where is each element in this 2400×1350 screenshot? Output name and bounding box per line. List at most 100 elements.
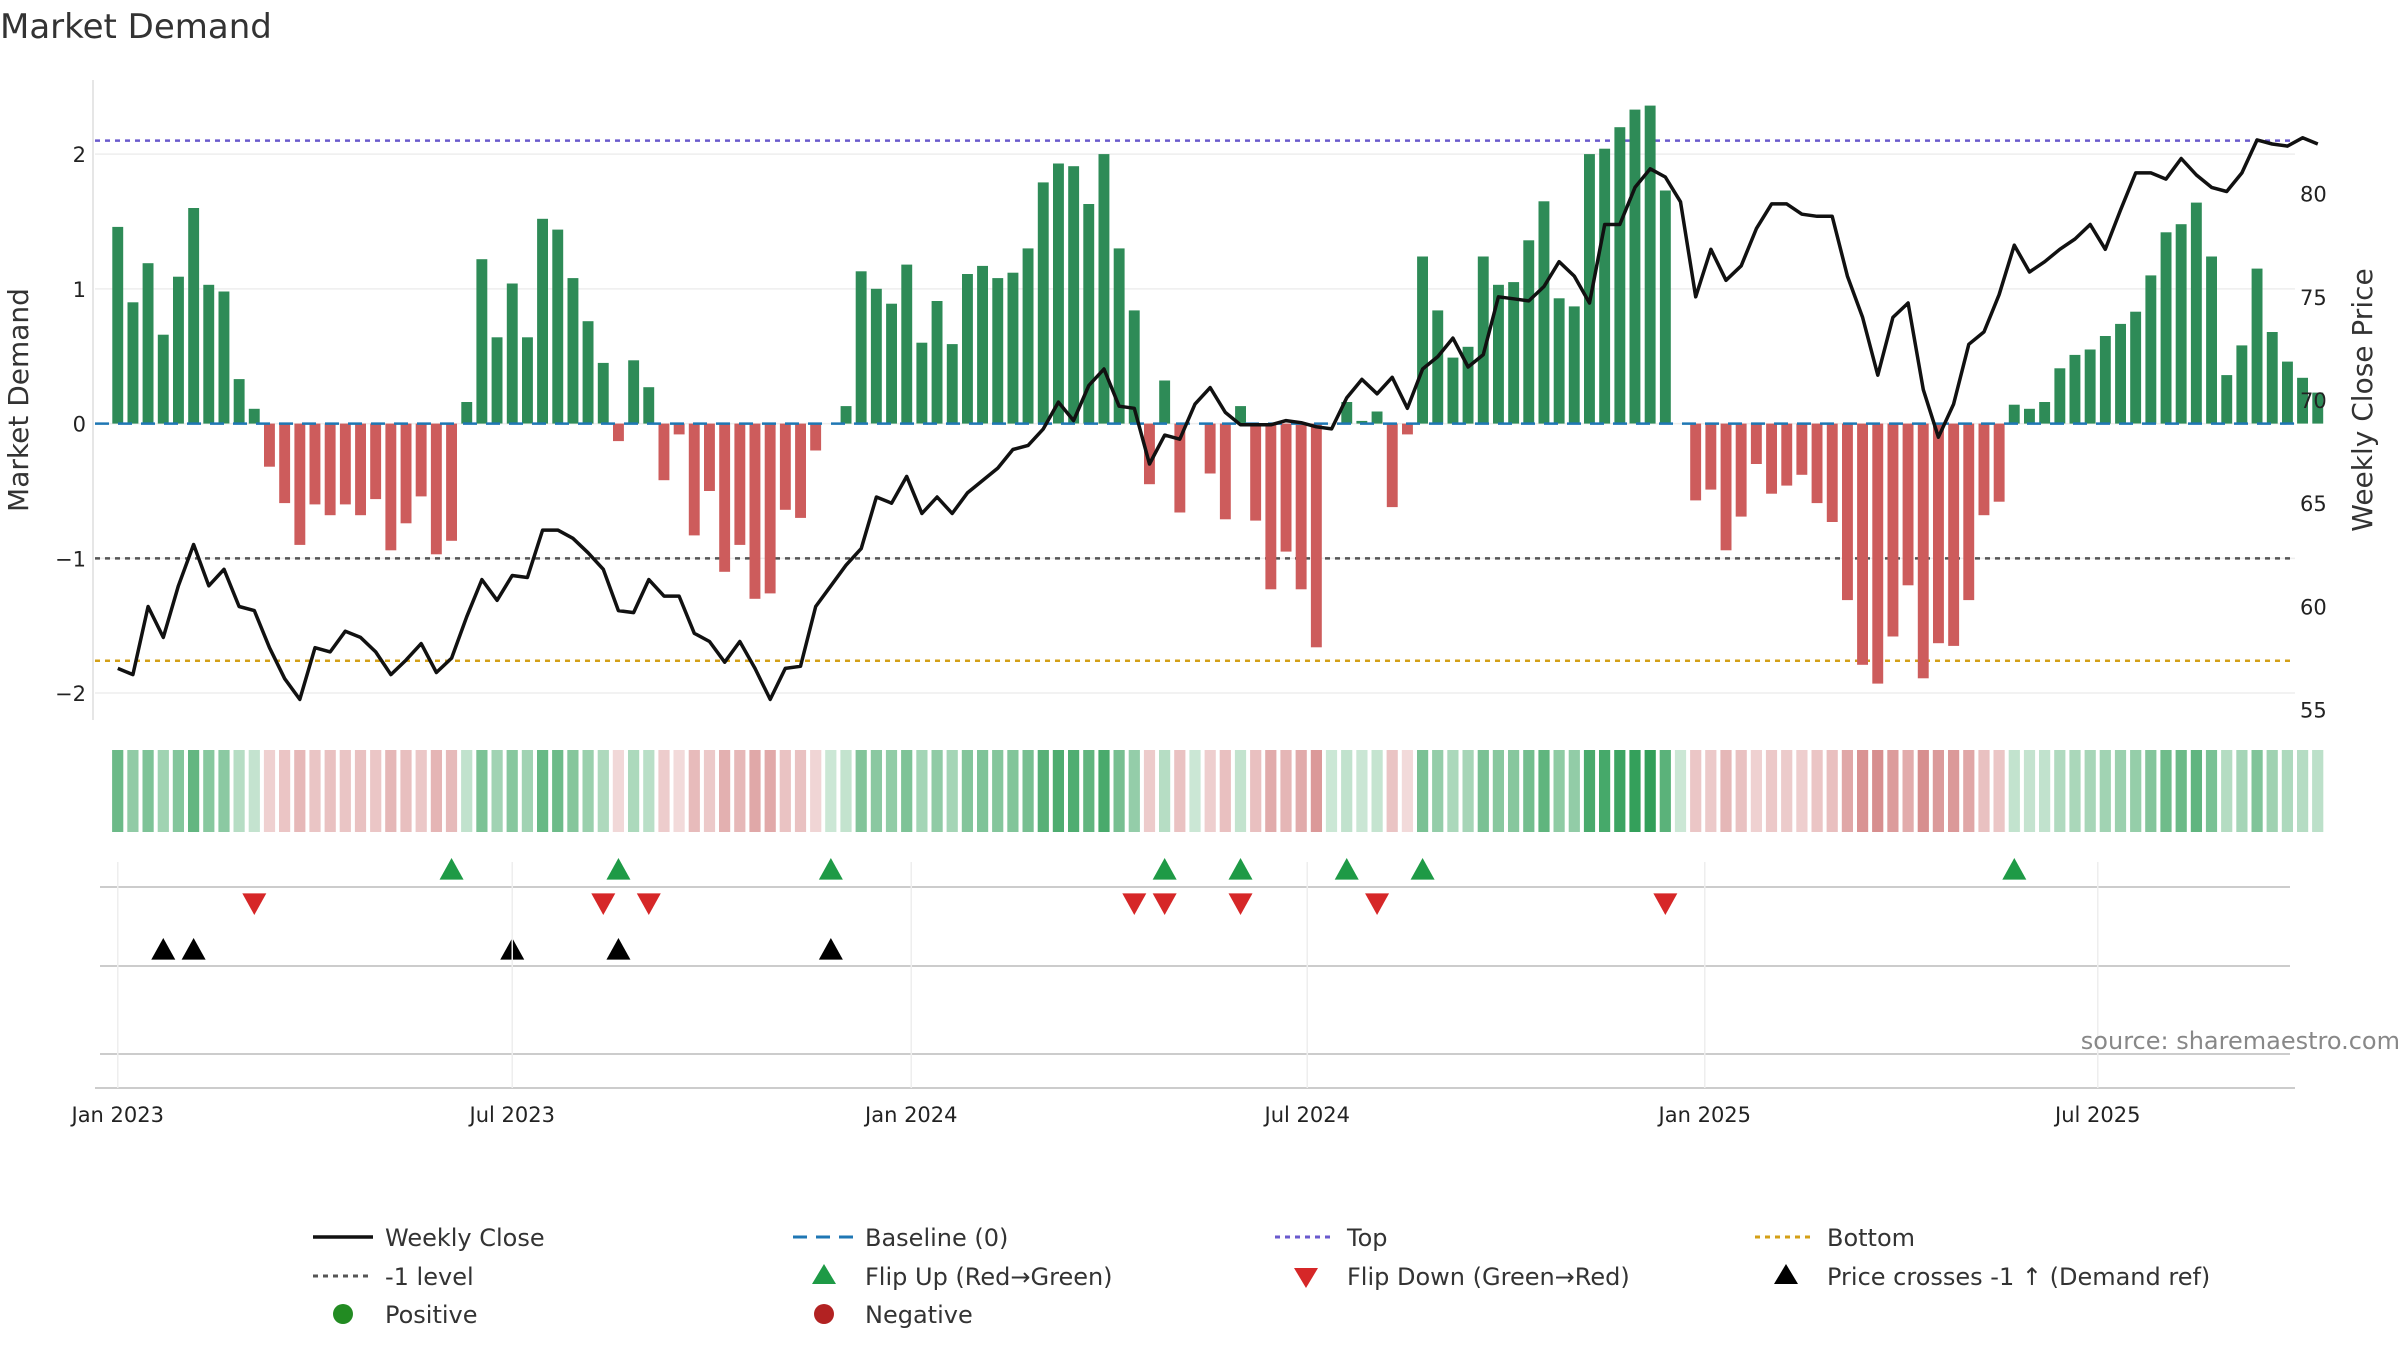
negative-demand-bar (1750, 423, 1762, 464)
positive-demand-bar (2069, 354, 2081, 424)
legend-negative-label: Negative (865, 1301, 973, 1329)
heat-strip-cell (415, 750, 427, 832)
positive-demand-bar (1159, 380, 1171, 424)
heat-strip-cell (157, 750, 169, 832)
heat-strip-cell (385, 750, 397, 832)
heat-strip-cell (218, 750, 230, 832)
heat-strip-cell (916, 750, 928, 832)
positive-demand-bar (127, 302, 139, 424)
heat-strip-cell (2023, 750, 2036, 832)
right-axis-title: Weekly Close Price (2346, 268, 2379, 531)
positive-demand-bar (1447, 357, 1459, 424)
heat-strip-cell (400, 750, 412, 832)
negative-demand-bar (264, 423, 275, 467)
heat-strip-cell (1492, 750, 1504, 832)
heat-strip-cell (2114, 750, 2127, 832)
heat-strip-cell (1523, 750, 1535, 832)
heat-strip-cell (658, 750, 670, 832)
legend-item-weekly-close: Weekly Close (313, 1224, 545, 1252)
price-cross-marker (151, 938, 176, 960)
negative-demand-bar (324, 423, 336, 516)
heat-strip-cell (946, 750, 958, 832)
legend-negative-dot (814, 1304, 834, 1324)
negative-demand-bar (704, 423, 715, 491)
legend-item-top: Top (1275, 1224, 1388, 1252)
heat-strip-cell (870, 750, 882, 832)
positive-demand-bar (1644, 105, 1656, 424)
positive-demand-bar (1614, 127, 1626, 424)
positive-demand-bar (537, 218, 548, 424)
positive-demand-bar (1341, 402, 1353, 424)
positive-demand-bar (1599, 148, 1611, 424)
positive-demand-bar (218, 291, 230, 424)
heat-strip-cell (2130, 750, 2142, 832)
negative-demand-bar (1917, 423, 1929, 679)
heat-strip-cell (1690, 750, 1702, 832)
price-cross-marker (606, 938, 631, 960)
heat-strip-cell (537, 750, 549, 832)
negative-demand-bar (1933, 423, 1944, 644)
right-y-tick-label: 80 (2300, 183, 2327, 207)
heat-strip-cell (1750, 750, 1762, 832)
heat-strip-cell (1932, 750, 1944, 832)
positive-demand-bar (628, 360, 640, 424)
negative-demand-bar (1265, 423, 1277, 590)
heat-strip-cell (1447, 750, 1459, 832)
negative-demand-bar (1402, 423, 1413, 435)
negative-demand-bar (1781, 423, 1793, 486)
legend-price-cross-marker (1774, 1264, 1798, 1284)
heat-strip-cell (172, 750, 184, 832)
price-cross-marker (181, 938, 206, 960)
heat-strip-cell (430, 750, 442, 832)
heat-strip-cell (1796, 750, 1808, 832)
heat-strip-cell (2190, 750, 2202, 832)
heat-strip-cell (1978, 750, 1990, 832)
positive-demand-bar (901, 264, 913, 424)
positive-demand-bar (855, 271, 867, 424)
positive-demand-bar (233, 379, 245, 424)
negative-demand-bar (1826, 423, 1838, 522)
negative-demand-bar (355, 423, 366, 516)
heat-strip-cell (1052, 750, 1064, 832)
positive-demand-bar (1432, 310, 1444, 424)
heat-strip-cell (992, 750, 1004, 832)
positive-demand-bar (1053, 163, 1064, 424)
negative-demand-bar (1219, 423, 1231, 520)
positive-demand-bar (643, 387, 655, 424)
heat-strip-cell (1674, 750, 1687, 832)
price-cross-marker (818, 938, 843, 960)
heat-strip-cell (1705, 750, 1717, 832)
heat-strip-cell (794, 750, 807, 832)
positive-demand-bar (1659, 190, 1671, 424)
negative-demand-bar (1857, 423, 1868, 665)
positive-demand-bar (2206, 256, 2217, 424)
negative-demand-bar (415, 423, 427, 497)
heat-strip-cell (354, 750, 367, 832)
legend-item-flip-up: Flip Up (Red→Green) (812, 1263, 1113, 1291)
positive-demand-bar (1371, 411, 1383, 424)
negative-demand-bar (1204, 423, 1216, 474)
weekly-close-line (117, 136, 2319, 702)
legend-positive-dot (333, 1304, 353, 1324)
positive-demand-bar (2236, 345, 2248, 424)
legend-baseline-label: Baseline (0) (865, 1224, 1008, 1252)
flip-up-marker (439, 858, 464, 880)
positive-demand-bar (173, 276, 184, 424)
positive-demand-bar (506, 283, 518, 424)
positive-demand-bar (1037, 182, 1049, 424)
positive-demand-bar (2175, 224, 2187, 424)
negative-demand-bar (719, 423, 731, 572)
right-y-tick-label: 60 (2300, 595, 2327, 619)
positive-demand-bar (977, 265, 988, 424)
positive-demand-bar (1493, 284, 1504, 424)
legend: Weekly Close Baseline (0) Top Bottom -1 … (313, 1224, 2210, 1329)
left-y-tick-label: −2 (55, 682, 86, 706)
heat-strip-cell (127, 750, 139, 832)
heat-strip-cell (1841, 750, 1853, 832)
positive-demand-bar (2266, 332, 2278, 424)
left-y-tick-label: 2 (73, 143, 86, 167)
positive-demand-bar (1523, 240, 1535, 424)
x-tick-labels: Jan 2023 Jul 2023 Jan 2024 Jul 2024 Jan 2025… (70, 1103, 2141, 1127)
heat-strip-cell (810, 750, 822, 832)
heat-strip-cell (1159, 750, 1171, 832)
